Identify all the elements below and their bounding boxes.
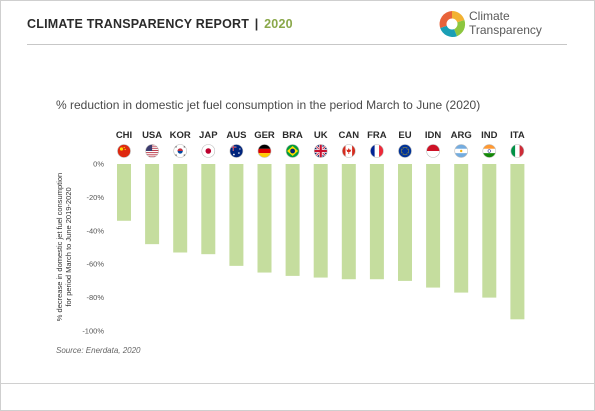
bar (285, 164, 300, 276)
eu-flag-icon (398, 144, 412, 158)
australia-flag-icon (229, 144, 244, 158)
korea-flag-icon (173, 144, 187, 158)
chart-title: % reduction in domestic jet fuel consump… (56, 98, 481, 112)
category-label: KOR (170, 130, 191, 141)
y-axis-label: % decrease in domestic jet fuel consumpt… (55, 173, 73, 321)
category-label: IDN (425, 130, 442, 141)
indonesia-flag-icon (426, 144, 440, 158)
logo-wordmark: Climate Transparency (469, 9, 542, 37)
y-tick-label: -80% (86, 293, 104, 302)
bar (145, 164, 160, 245)
y-tick-label: -40% (86, 226, 104, 235)
category-label: IND (481, 130, 498, 141)
bar (257, 164, 272, 273)
y-tick-label: -20% (86, 193, 104, 202)
logo-line-1: Climate (469, 9, 510, 23)
bar (510, 164, 525, 320)
category-label: UK (314, 130, 328, 141)
argentina-flag-icon (454, 144, 469, 158)
bar (369, 164, 384, 280)
italy-flag-icon (510, 144, 525, 158)
france-flag-icon (370, 144, 384, 158)
title-separator: | (254, 17, 259, 31)
header-divider (27, 44, 567, 45)
bottom-divider (0, 383, 595, 384)
category-label: JAP (199, 130, 218, 141)
y-tick-label: -100% (82, 327, 104, 336)
source-note: Source: Enerdata, 2020 (56, 346, 141, 355)
category-label: CAN (339, 130, 360, 141)
report-year: 2020 (264, 17, 293, 31)
category-label: EU (398, 130, 411, 141)
report-title: CLIMATE TRANSPARENCY REPORT | 2020 (27, 17, 293, 31)
bar (117, 164, 131, 221)
report-title-text: CLIMATE TRANSPARENCY REPORT (27, 17, 250, 31)
bar (313, 164, 328, 278)
uk-flag-icon (313, 144, 328, 158)
y-axis-label-line: for period March to June 2019-2020 (64, 187, 73, 306)
bar (398, 164, 412, 281)
category-label: ITA (510, 130, 525, 141)
bar (341, 164, 356, 280)
y-axis-label-line: % decrease in domestic jet fuel consumpt… (55, 173, 64, 321)
bar (454, 164, 469, 293)
logo-line-2: Transparency (469, 23, 542, 37)
germany-flag-icon (257, 144, 272, 158)
category-label: AUS (226, 130, 246, 141)
china-flag-icon (117, 144, 131, 158)
category-label: CHI (116, 130, 132, 141)
climate-transparency-logo-icon (439, 10, 466, 37)
category-label: BRA (282, 130, 303, 141)
japan-flag-icon (201, 144, 216, 158)
canada-flag-icon (341, 144, 356, 158)
category-label: FRA (367, 130, 387, 141)
bar (201, 164, 216, 255)
y-tick-label: -60% (86, 260, 104, 269)
bar (173, 164, 188, 253)
category-label: ARG (451, 130, 472, 141)
india-flag-icon (482, 144, 497, 158)
category-label: USA (142, 130, 162, 141)
y-tick-label: 0% (93, 160, 104, 169)
bar (482, 164, 497, 298)
bar (426, 164, 441, 288)
bar (229, 164, 244, 266)
category-label: GER (254, 130, 275, 141)
brazil-flag-icon (285, 144, 300, 158)
usa-flag-icon (145, 144, 159, 158)
